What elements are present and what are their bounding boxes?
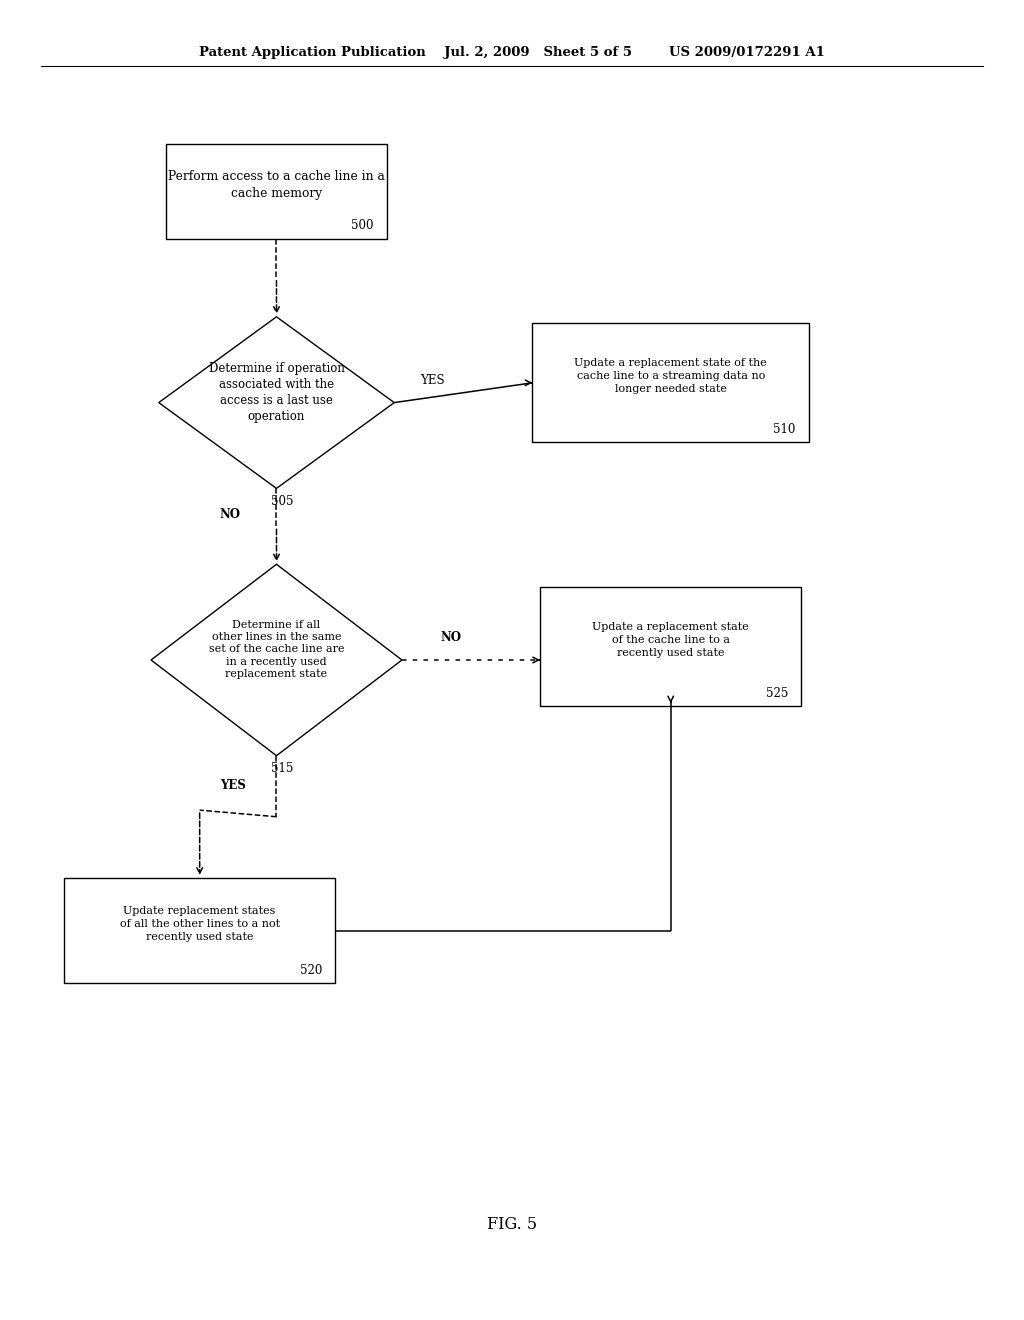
Text: Perform access to a cache line in a
cache memory: Perform access to a cache line in a cach… xyxy=(168,170,385,199)
Text: Determine if operation
associated with the
access is a last use
operation: Determine if operation associated with t… xyxy=(209,362,344,422)
Text: Patent Application Publication    Jul. 2, 2009   Sheet 5 of 5        US 2009/017: Patent Application Publication Jul. 2, 2… xyxy=(199,46,825,59)
Text: Update a replacement state of the
cache line to a streaming data no
longer neede: Update a replacement state of the cache … xyxy=(574,359,767,393)
Text: FIG. 5: FIG. 5 xyxy=(487,1217,537,1233)
Text: 515: 515 xyxy=(271,763,294,775)
Text: YES: YES xyxy=(220,779,247,792)
Text: 505: 505 xyxy=(271,495,294,508)
FancyBboxPatch shape xyxy=(541,587,802,706)
FancyBboxPatch shape xyxy=(532,323,809,442)
Text: YES: YES xyxy=(420,374,445,387)
Text: NO: NO xyxy=(440,631,461,644)
Text: Update a replacement state
of the cache line to a
recently used state: Update a replacement state of the cache … xyxy=(592,623,750,657)
Text: 500: 500 xyxy=(351,219,373,232)
Polygon shape xyxy=(159,317,394,488)
FancyBboxPatch shape xyxy=(63,878,336,983)
Polygon shape xyxy=(152,565,401,755)
Text: Determine if all
other lines in the same
set of the cache line are
in a recently: Determine if all other lines in the same… xyxy=(209,619,344,680)
Text: 510: 510 xyxy=(773,422,796,436)
FancyBboxPatch shape xyxy=(167,144,387,239)
Text: 525: 525 xyxy=(766,686,788,700)
Text: Update replacement states
of all the other lines to a not
recently used state: Update replacement states of all the oth… xyxy=(120,907,280,941)
Text: NO: NO xyxy=(220,508,241,521)
Text: 520: 520 xyxy=(300,964,322,977)
